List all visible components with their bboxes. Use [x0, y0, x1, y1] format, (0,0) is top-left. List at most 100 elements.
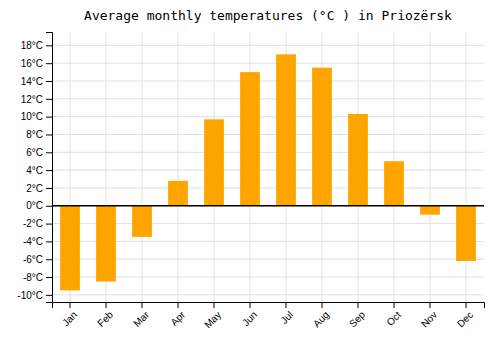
tick-mark — [46, 206, 52, 207]
tick-mark — [430, 302, 431, 308]
bars — [60, 54, 476, 290]
tick-label: Oct — [384, 309, 403, 328]
bar — [132, 206, 152, 237]
tick-mark — [142, 302, 143, 308]
tick: 4°C — [26, 165, 52, 176]
tick: 8°C — [26, 129, 52, 140]
tick: -4°C — [23, 236, 52, 247]
tick-label: Jul — [278, 309, 295, 326]
tick-mark — [358, 302, 359, 308]
tick: Mar — [131, 302, 151, 329]
tick-mark — [46, 259, 52, 260]
grid-line — [52, 45, 484, 46]
tick: 2°C — [26, 183, 52, 194]
title: Average monthly temperatures (°C ) in Pr… — [84, 8, 452, 23]
tick-label: 16°C — [21, 58, 43, 69]
tick-label: 18°C — [21, 40, 43, 51]
grid-line — [52, 241, 484, 242]
tick-label: -8°C — [23, 272, 43, 283]
grid-line — [52, 98, 484, 99]
grid-line — [142, 32, 143, 302]
tick: Jan — [60, 302, 79, 328]
grid-line — [52, 63, 484, 64]
grid-line — [430, 32, 431, 302]
bar — [312, 68, 332, 206]
tick-label: Nov — [419, 309, 439, 329]
grid-line — [52, 205, 484, 206]
tick-label: Aug — [311, 309, 331, 329]
tick-mark — [46, 241, 52, 242]
tick: 6°C — [26, 147, 52, 158]
tick-label: -4°C — [23, 236, 43, 247]
tick-label: Jun — [240, 309, 259, 328]
tick-mark — [46, 224, 52, 225]
tick-label: 12°C — [21, 94, 43, 105]
grid-line — [52, 116, 484, 117]
tick: 18°C — [21, 40, 52, 51]
tick: Feb — [95, 302, 115, 329]
tick-label: Jan — [60, 309, 79, 328]
tick: 16°C — [21, 58, 52, 69]
tick-mark — [46, 277, 52, 278]
axis-line — [46, 33, 53, 303]
tick: Dec — [455, 302, 475, 329]
tick-label: 10°C — [21, 111, 43, 122]
tick-mark — [46, 63, 52, 64]
tick-mark — [394, 302, 395, 308]
tick-mark — [322, 302, 323, 308]
grid-line — [52, 259, 484, 260]
tick-label: 14°C — [21, 76, 43, 87]
tick-label: May — [202, 309, 223, 330]
grid-line — [52, 170, 484, 171]
bar — [456, 206, 476, 261]
bar — [168, 181, 188, 206]
tick: Oct — [384, 302, 403, 328]
bar — [348, 114, 368, 206]
plot: -10°C-8°C-6°C-4°C-2°C0°C2°C4°C6°C8°C10°C… — [17, 32, 484, 330]
tick-mark — [46, 152, 52, 153]
tick-label: Feb — [95, 309, 115, 329]
tick-label: Dec — [455, 309, 475, 329]
tick-mark — [46, 99, 52, 100]
tick-mark — [46, 81, 52, 82]
chart: -10°C-8°C-6°C-4°C-2°C0°C2°C4°C6°C8°C10°C… — [0, 0, 500, 350]
tick: 12°C — [21, 94, 52, 105]
tick: Apr — [168, 302, 187, 328]
tick-label: -10°C — [17, 290, 43, 301]
grid-line — [52, 294, 484, 295]
tick-label: 6°C — [26, 147, 43, 158]
bar — [240, 72, 260, 206]
bar — [276, 54, 296, 205]
tick: Jul — [278, 302, 295, 326]
grid-line — [178, 32, 179, 302]
tick: May — [202, 302, 223, 330]
tick-label: -6°C — [23, 254, 43, 265]
zero-line — [52, 205, 484, 207]
grid-line — [52, 187, 484, 188]
grid-line — [52, 277, 484, 278]
tick: 10°C — [21, 111, 52, 122]
tick: -6°C — [23, 254, 52, 265]
tick-label: Mar — [131, 309, 151, 329]
tick-label: 8°C — [26, 129, 43, 140]
tick-mark — [46, 134, 52, 135]
tick-mark — [46, 45, 52, 46]
grid — [52, 32, 484, 302]
bar — [60, 206, 80, 291]
tick: Jun — [240, 302, 259, 328]
tick-label: -2°C — [23, 218, 43, 229]
bar — [384, 161, 404, 206]
tick-mark — [46, 170, 52, 171]
bar — [96, 206, 116, 282]
tick-mark — [70, 302, 71, 308]
tick: 14°C — [21, 76, 52, 87]
axis-line — [53, 303, 485, 309]
tick-label: Apr — [168, 309, 187, 328]
bar — [420, 206, 440, 215]
tick: Aug — [311, 302, 331, 329]
tick-mark — [46, 117, 52, 118]
tick: Nov — [419, 302, 439, 329]
tick-mark — [250, 302, 251, 308]
tick: Sep — [347, 302, 368, 329]
bar — [204, 119, 224, 205]
